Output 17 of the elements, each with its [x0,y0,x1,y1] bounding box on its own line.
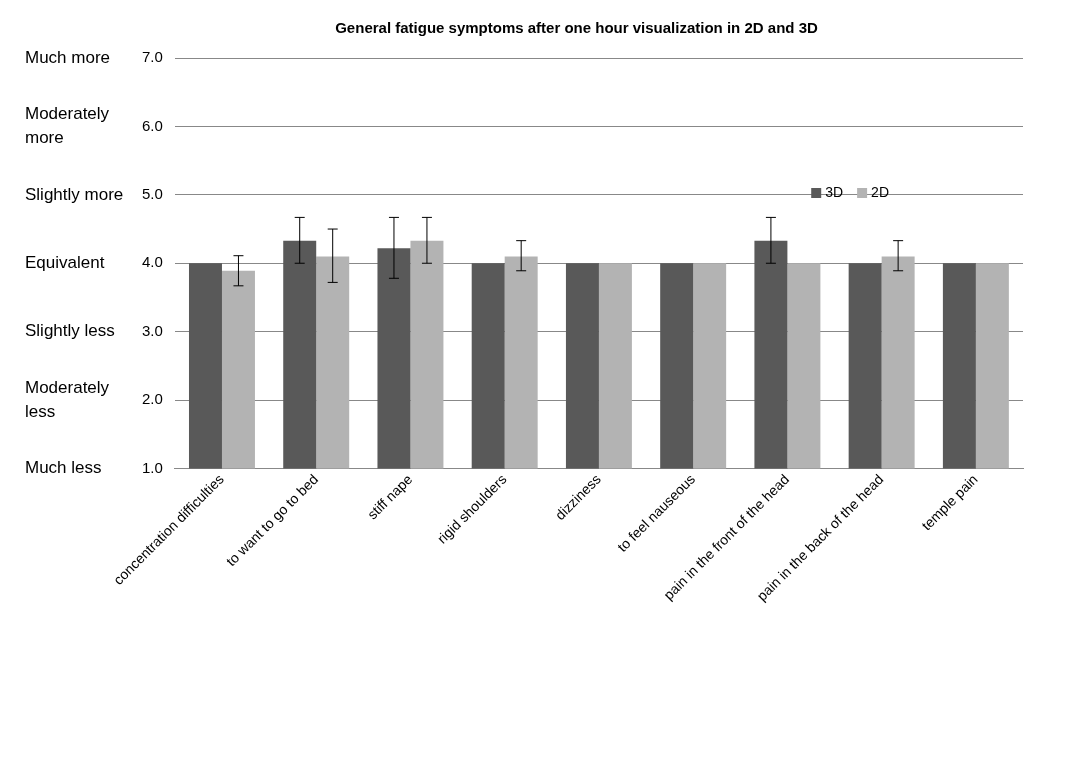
text: Much more [25,47,111,67]
y-tick-label: 5.0 [141,184,163,202]
legend-label: 2D [871,183,890,200]
text: Moderately more [25,104,110,148]
text: Slightly more [25,184,124,204]
y-tick-label: 1.0 [141,458,163,476]
text: Moderately less [25,377,110,421]
y-tick-label: 6.0 [141,116,163,134]
y-tick-label: 7.0 [141,48,163,66]
y-tick-label: 2.0 [141,390,163,408]
text: Much less [25,458,102,478]
text: Slightly less [25,321,115,341]
chart-title: General fatigue symptoms after one hour visualization in 2D and 3D [335,19,818,37]
text: Equivalent [25,252,105,272]
y-tick-label: 3.0 [141,321,163,339]
y-tick-label: 4.0 [141,253,163,271]
legend-label: 3D [825,183,844,200]
